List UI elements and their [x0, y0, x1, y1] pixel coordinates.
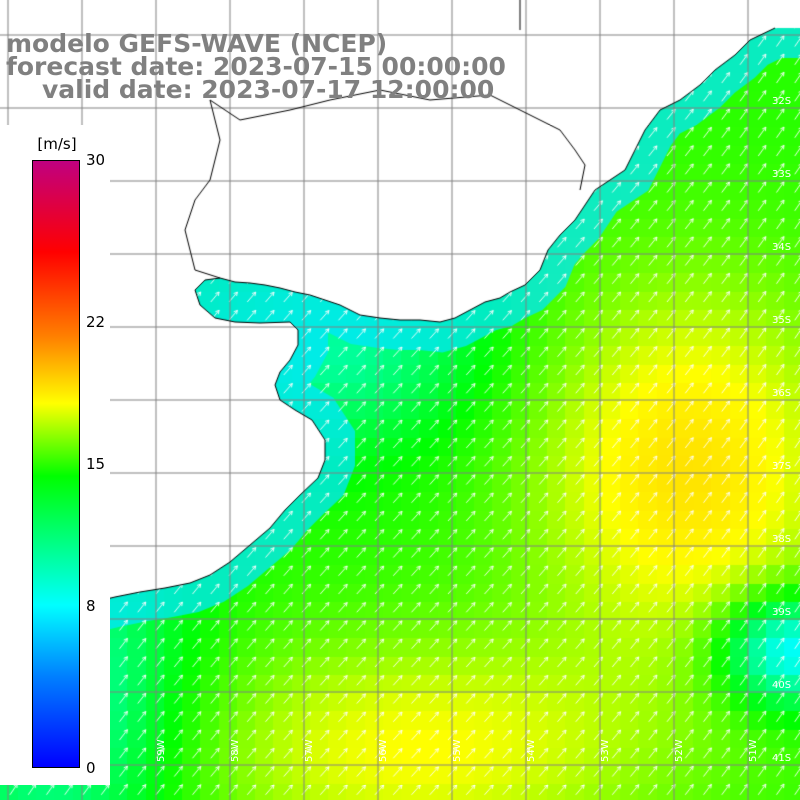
- latitude-label: 36S: [772, 388, 792, 399]
- legend-tick-label: 22: [86, 313, 106, 332]
- longitude-label: 57W: [304, 739, 315, 762]
- valid-date: valid date: 2023-07-17 12:00:00: [42, 75, 495, 104]
- legend-tick-label: 15: [86, 455, 106, 473]
- latitude-label: 33S: [772, 169, 792, 180]
- model-title: modelo GEFS-WAVE (NCEP): [6, 29, 388, 58]
- longitude-label: 59W: [156, 739, 167, 762]
- latitude-label: 38S: [772, 534, 792, 545]
- legend-tick-label: 0: [86, 759, 96, 777]
- legend-tick-label: 30: [86, 151, 106, 169]
- latitude-label: 41S: [772, 753, 792, 764]
- legend-unit-label: [m/s]: [37, 135, 77, 153]
- longitude-label: 51W: [748, 739, 759, 762]
- longitude-label: 52W: [674, 739, 685, 762]
- latitude-label: 40S: [772, 680, 792, 691]
- color-scale-bar: [32, 160, 80, 768]
- latitude-label: 34S: [772, 242, 792, 253]
- longitude-label: 56W: [378, 739, 389, 762]
- legend-tick-label: 8: [86, 596, 96, 615]
- longitude-label: 53W: [600, 739, 611, 762]
- latitude-label: 35S: [772, 315, 792, 326]
- latitude-label: 32S: [772, 96, 792, 107]
- forecast-date: forecast date: 2023-07-15 00:00:00: [6, 52, 506, 81]
- longitude-label: 55W: [452, 739, 463, 762]
- longitude-label: 58W: [230, 739, 241, 762]
- longitude-label: 54W: [526, 739, 537, 762]
- latitude-label: 39S: [772, 607, 792, 618]
- latitude-label: 37S: [772, 461, 792, 472]
